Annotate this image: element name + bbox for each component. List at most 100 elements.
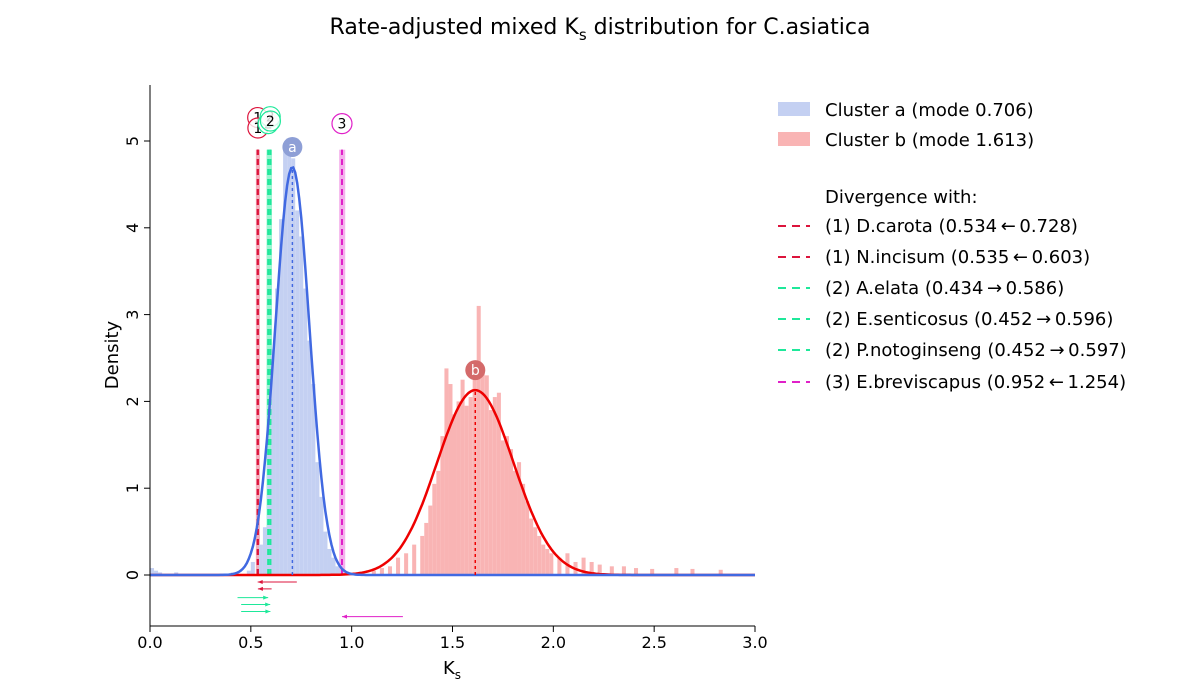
hist-bar-a xyxy=(319,496,324,575)
hist-bar-b xyxy=(508,449,513,575)
hist-bar-a xyxy=(307,340,312,575)
cluster-marker-a xyxy=(282,137,303,158)
hist-bar-b xyxy=(428,505,433,575)
hist-bar-a xyxy=(174,572,179,575)
hist-bar-a xyxy=(262,527,267,575)
hist-bar-b xyxy=(609,566,614,575)
hist-bar-a xyxy=(150,568,155,575)
x-tick-label: 0.0 xyxy=(137,633,162,652)
divergence-arrow-head xyxy=(257,579,263,584)
legend-divergence-label: (2) P.notoginseng (0.452 → 0.597) xyxy=(825,340,1127,361)
divergence-arrow-head xyxy=(265,609,271,614)
divergence-group-marker xyxy=(259,110,281,132)
x-tick-label: 2.5 xyxy=(641,633,666,652)
divergence-arrow-head xyxy=(257,586,263,591)
hist-bar-b xyxy=(476,305,481,575)
hist-bar-b xyxy=(533,527,538,575)
hist-bar-a xyxy=(327,548,332,575)
x-tick-label: 0.5 xyxy=(238,633,263,652)
x-ticks: 0.0 0.5 1.0 1.5 2.0 2.5 3.0 xyxy=(137,626,768,652)
hist-bar-b xyxy=(492,397,497,575)
hist-bar-b xyxy=(464,405,469,575)
y-axis-label: Density xyxy=(102,320,123,389)
y-tick-label: 3 xyxy=(123,310,142,320)
x-tick-label: 1.0 xyxy=(339,633,364,652)
hist-bar-b xyxy=(371,570,376,575)
y-ticks: 0 1 2 3 4 5 xyxy=(123,136,150,580)
hist-bar-b xyxy=(440,436,445,575)
hist-bar-a xyxy=(315,462,320,575)
y-tick-label: 2 xyxy=(123,396,142,406)
hist-bar-a xyxy=(283,149,288,575)
hist-bar-b xyxy=(621,566,626,575)
hist-bar-b xyxy=(541,544,546,575)
y-tick-label: 0 xyxy=(123,570,142,580)
hist-bar-a xyxy=(295,210,300,575)
hist-bar-b xyxy=(456,401,461,575)
hist-bar-b xyxy=(504,436,509,575)
legend-divergence-label: (1) D.carota (0.534 ← 0.728) xyxy=(825,216,1078,237)
hist-bar-b xyxy=(589,561,594,575)
y-tick-label: 1 xyxy=(123,483,142,493)
hist-bar-b xyxy=(484,375,489,575)
hist-bar-a xyxy=(299,236,304,576)
hist-bar-b xyxy=(634,568,639,575)
hist-bar-b xyxy=(432,483,437,575)
legend-divergence-label: (1) N.incisum (0.535 ← 0.603) xyxy=(825,247,1090,268)
x-tick-label: 1.5 xyxy=(440,633,465,652)
hist-bar-b xyxy=(404,553,409,575)
hist-bar-b xyxy=(396,557,401,575)
divergence-group-label: 3 xyxy=(338,117,347,133)
divergence-arrow-head xyxy=(263,595,269,600)
hist-bar-b xyxy=(496,392,501,575)
hist-bar-a xyxy=(335,566,340,575)
legend-swatch-b xyxy=(778,132,810,146)
chart-title: Rate-adjusted mixed Ks distribution for … xyxy=(330,15,871,44)
divergence-group-label: 1 xyxy=(253,121,262,137)
hist-bar-b xyxy=(460,379,465,575)
hist-bar-a xyxy=(279,219,284,575)
cluster-marker-label: a xyxy=(288,140,297,156)
hist-bar-b xyxy=(521,483,526,575)
hist-bar-a xyxy=(275,288,280,575)
hist-bar-b xyxy=(436,470,441,575)
hist-bar-b xyxy=(674,568,679,575)
cluster-marker-label: b xyxy=(471,363,480,379)
hist-bar-b xyxy=(718,569,723,575)
hist-bar-a xyxy=(246,570,251,575)
legend-swatch-a xyxy=(778,102,810,116)
kde-curve-a xyxy=(150,165,755,577)
legend-divergence-label: (3) E.breviscapus (0.952 ← 1.254) xyxy=(825,372,1126,393)
hist-bar-a xyxy=(250,561,255,575)
hist-bar-b xyxy=(549,553,554,575)
hist-bar-b xyxy=(597,564,602,575)
legend-divergence-label: (2) A.elata (0.434 → 0.586) xyxy=(825,278,1064,299)
hist-bar-b xyxy=(690,568,695,575)
hist-bar-b xyxy=(529,518,534,575)
legend-label-a: Cluster a (mode 0.706) xyxy=(825,100,1034,121)
hist-bar-a xyxy=(311,384,316,575)
hist-bar-b xyxy=(650,568,655,575)
hist-bar-b xyxy=(581,557,586,575)
hist-bar-b xyxy=(468,397,473,575)
hist-bar-a xyxy=(303,288,308,575)
hist-bar-b xyxy=(517,462,522,575)
hist-bar-a xyxy=(291,158,296,576)
plot-area: ab112223 xyxy=(150,106,755,619)
divergence-arrow-head xyxy=(265,602,271,607)
hist-bar-b xyxy=(537,535,542,575)
hist-bar-b xyxy=(379,568,384,575)
hist-bar-a xyxy=(154,570,159,575)
hist-bar-a xyxy=(323,531,328,575)
hist-bar-b xyxy=(387,566,392,575)
hist-bar-b xyxy=(500,440,505,575)
hist-bar-b xyxy=(452,414,457,575)
y-tick-label: 4 xyxy=(123,223,142,233)
hist-bar-b xyxy=(444,368,449,575)
hist-bar-b xyxy=(424,522,429,575)
legend: Cluster a (mode 0.706) Cluster b (mode 1.… xyxy=(778,100,1127,393)
x-tick-label: 3.0 xyxy=(742,633,767,652)
divergence-arrow-head xyxy=(341,614,347,619)
cluster-marker-b xyxy=(465,360,486,381)
